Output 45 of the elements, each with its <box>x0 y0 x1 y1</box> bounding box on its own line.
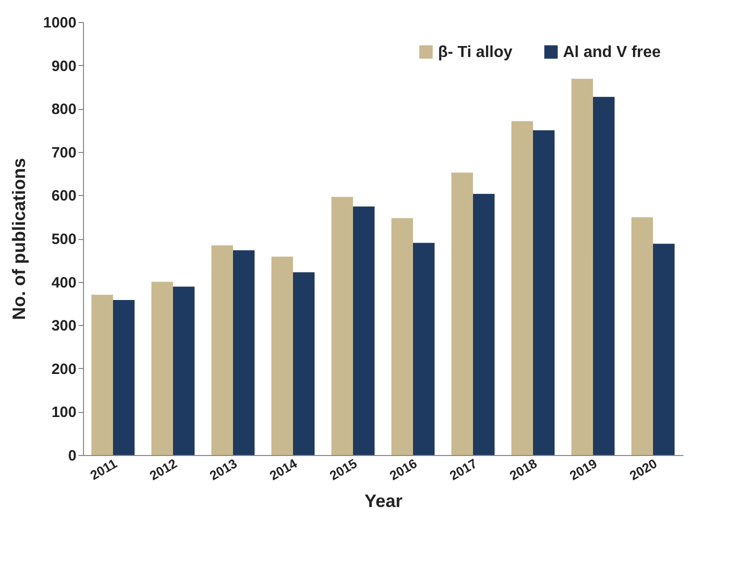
bar <box>473 194 495 455</box>
y-tick-label: 1000 <box>43 14 76 32</box>
y-tick-label: 100 <box>51 404 76 422</box>
y-tick-label: 0 <box>68 448 76 464</box>
bar <box>151 282 173 455</box>
x-axis-title: Year <box>364 491 403 512</box>
bar <box>271 256 293 455</box>
y-tick-label: 600 <box>51 188 76 205</box>
x-tick-label: 2014 <box>266 455 300 484</box>
bar <box>653 244 675 455</box>
bar <box>413 242 435 455</box>
bar <box>173 286 195 455</box>
bar <box>593 96 615 455</box>
bar <box>533 130 555 455</box>
x-tick-label: 2020 <box>626 456 660 484</box>
bar <box>211 245 233 455</box>
x-tick-label: 2017 <box>446 456 480 484</box>
bar <box>391 218 413 455</box>
x-tick-label: 2012 <box>146 456 180 484</box>
bar <box>331 196 353 455</box>
y-tick-label: 200 <box>51 360 76 378</box>
y-tick-label: 400 <box>51 274 76 292</box>
x-tick-label: 2019 <box>566 456 600 484</box>
y-tick-label: 300 <box>51 318 76 335</box>
y-tick-label: 900 <box>51 58 76 75</box>
bar <box>353 206 375 455</box>
bar <box>511 121 533 455</box>
bar <box>293 272 315 455</box>
y-tick-label: 700 <box>51 144 76 162</box>
y-tick-label: 500 <box>51 231 76 248</box>
bar <box>113 300 135 455</box>
legend-label: Al and V free <box>563 44 661 61</box>
x-tick-label: 2015 <box>326 456 360 484</box>
x-tick-label: 2016 <box>386 456 420 484</box>
bar <box>631 217 653 455</box>
bar <box>233 250 255 455</box>
bar <box>451 172 473 455</box>
y-tick-label: 800 <box>51 101 76 118</box>
bar <box>571 78 593 455</box>
x-tick-label: 2018 <box>506 456 540 484</box>
x-tick-label: 2013 <box>206 456 240 484</box>
x-tick-label: 2011 <box>88 456 120 483</box>
y-axis-title: No. of publications <box>9 158 30 320</box>
bar <box>91 294 113 455</box>
legend-label: β- Ti alloy <box>438 44 512 61</box>
